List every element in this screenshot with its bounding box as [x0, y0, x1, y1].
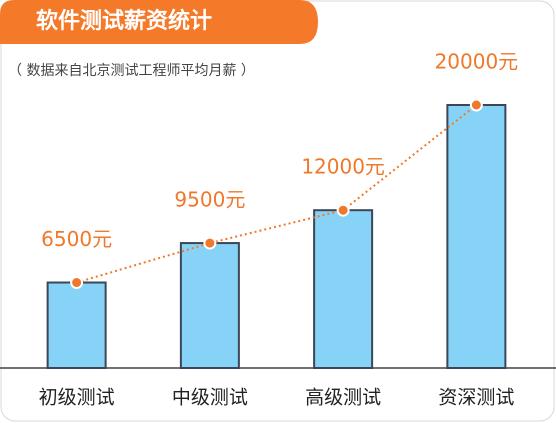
value-label: 6500元	[41, 227, 112, 251]
bar	[313, 209, 374, 369]
x-tick-label: 资深测试	[438, 387, 514, 409]
value-label: 20000元	[435, 50, 519, 74]
x-tick-label: 初级测试	[39, 387, 115, 409]
trend-dot	[336, 203, 350, 217]
trend-dot	[469, 98, 483, 112]
bar	[179, 242, 240, 369]
value-label: 9500元	[174, 188, 245, 212]
subtitle: （ 数据来自北京测试工程师平均月薪 ）	[8, 63, 255, 79]
trend-line	[76, 104, 477, 284]
trend-dot	[203, 236, 217, 250]
value-label: 12000元	[301, 155, 385, 179]
x-tick-label: 高级测试	[305, 387, 381, 409]
title-badge	[0, 0, 318, 44]
trend-dot	[70, 276, 84, 290]
bar	[46, 281, 107, 369]
chart-title: 软件测试薪资统计	[36, 8, 212, 34]
x-tick-label: 中级测试	[172, 387, 248, 409]
bar	[446, 104, 507, 369]
